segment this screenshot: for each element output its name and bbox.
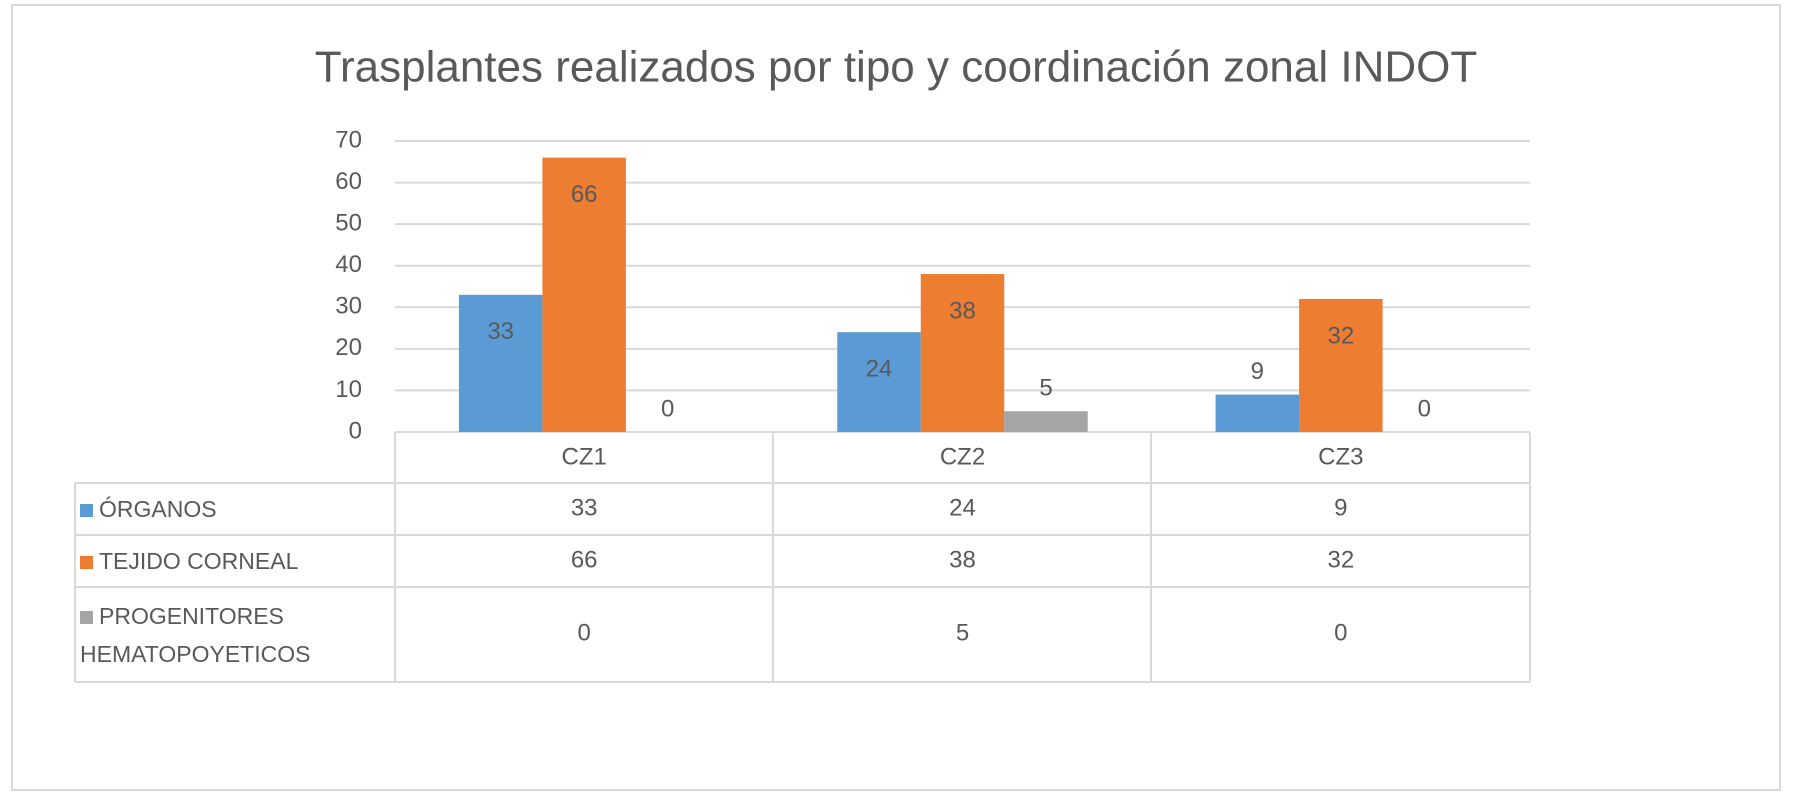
table-cell: 9: [1334, 494, 1347, 521]
data-label: 0: [1418, 395, 1431, 422]
bar: [1004, 411, 1088, 432]
y-tick-label: 60: [335, 168, 362, 195]
data-label: 32: [1327, 322, 1354, 349]
bar: [1299, 298, 1383, 432]
bar: [542, 157, 626, 432]
y-tick-label: 30: [335, 293, 362, 320]
table-cell: 0: [1334, 619, 1347, 646]
legend-label: TEJIDO CORNEAL: [99, 548, 299, 574]
x-tick-label: CZ1: [561, 443, 606, 470]
legend-swatch: [80, 504, 93, 518]
data-label: 5: [1039, 375, 1052, 402]
table-cell: 0: [577, 619, 590, 646]
table-cell: 5: [956, 619, 969, 646]
bar: [920, 274, 1005, 432]
data-label: 0: [661, 395, 674, 422]
data-label: 38: [949, 297, 976, 324]
y-tick-label: 20: [335, 334, 362, 361]
y-tick-label: 10: [335, 376, 362, 403]
y-tick-label: 50: [335, 209, 362, 236]
data-table-grid: [74, 431, 1531, 683]
bar: [837, 332, 921, 432]
y-tick-label: 40: [335, 251, 362, 278]
y-tick-label: 0: [349, 417, 362, 444]
x-tick-label: CZ2: [940, 443, 985, 470]
bar: [1215, 394, 1300, 432]
table-cell: 66: [571, 546, 598, 573]
data-label: 66: [571, 181, 598, 208]
data-label: 24: [866, 356, 893, 383]
legend-label: ÓRGANOS: [99, 496, 217, 522]
table-cell: 32: [1327, 546, 1354, 573]
legend-label-wrap: TEJIDO CORNEAL: [80, 542, 298, 580]
table-cell: 24: [949, 494, 976, 521]
legend-swatch: [80, 556, 93, 570]
bar: [458, 294, 543, 432]
legend-swatch: [80, 610, 93, 624]
legend-entry: PROGENITORES HEMATOPOYETICOS: [80, 587, 380, 682]
table-cell: 38: [949, 546, 976, 573]
legend-entry: ÓRGANOS: [80, 483, 380, 535]
data-label: 9: [1251, 358, 1264, 385]
legend-label-wrap: ÓRGANOS: [80, 490, 217, 528]
data-label: 33: [487, 318, 514, 345]
legend-entry: TEJIDO CORNEAL: [80, 535, 380, 587]
legend-label: PROGENITORES HEMATOPOYETICOS: [80, 602, 311, 667]
chart-title: Trasplantes realizados por tipo y coordi…: [315, 43, 1477, 92]
x-tick-label: CZ3: [1318, 443, 1363, 470]
table-cell: 33: [571, 494, 598, 521]
legend-label-wrap: PROGENITORES HEMATOPOYETICOS: [80, 597, 380, 673]
y-tick-label: 70: [335, 126, 362, 153]
